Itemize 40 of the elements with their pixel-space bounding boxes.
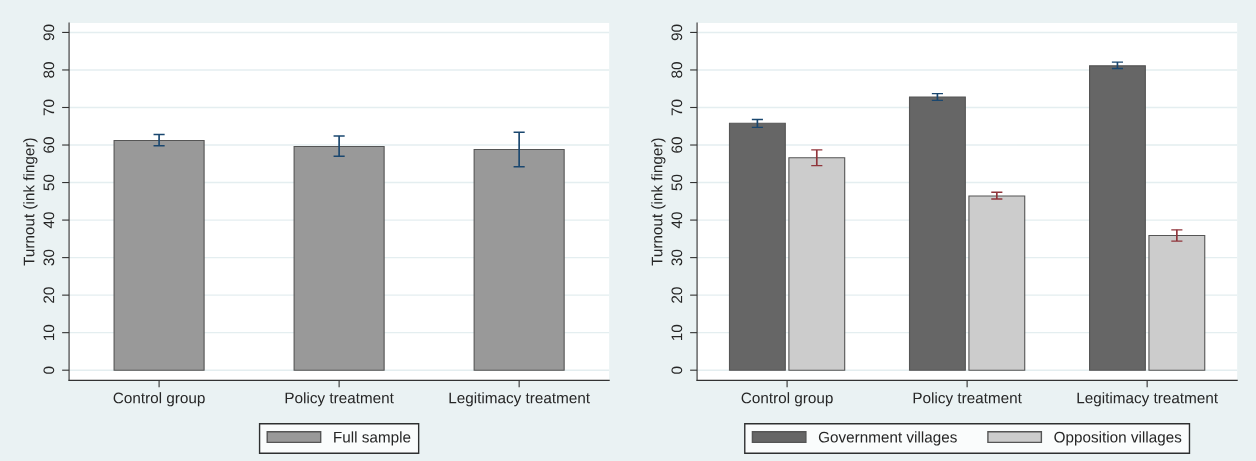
y-tick-label: 60 — [671, 137, 683, 153]
y-tick-label: 10 — [43, 324, 55, 340]
x-tick-label: Policy treatment — [913, 392, 1022, 407]
y-tick-label: 80 — [43, 62, 55, 78]
y-tick-label: 0 — [671, 366, 683, 374]
y-tick-label: 40 — [43, 212, 55, 229]
x-tick-label: Policy treatment — [285, 392, 394, 407]
bar — [968, 195, 1026, 371]
y-axis-title: Turnout (ink finger) — [651, 138, 666, 266]
y-tick-label: 30 — [43, 249, 55, 266]
y-tick-label: 50 — [43, 174, 55, 191]
bar — [908, 96, 966, 371]
legend-label: Opposition villages — [1054, 431, 1182, 446]
x-tick-label: Legitimacy treatment — [449, 392, 590, 407]
x-tick-label: Control group — [741, 392, 833, 407]
y-tick-label: 0 — [43, 366, 55, 374]
y-tick-label: 70 — [43, 99, 55, 116]
y-tick-label: 80 — [671, 62, 683, 78]
y-tick-label: 30 — [671, 249, 683, 266]
y-tick-label: 60 — [43, 137, 55, 153]
bar — [113, 139, 205, 371]
y-tick-label: 70 — [671, 99, 683, 116]
y-axis-title: Turnout (ink finger) — [23, 138, 38, 266]
bar — [1088, 65, 1146, 371]
y-tick-label: 20 — [671, 287, 683, 303]
y-tick-label: 90 — [43, 24, 55, 41]
bar — [293, 145, 385, 371]
y-tick-label: 10 — [671, 324, 683, 340]
legend-label: Full sample — [334, 431, 411, 446]
bar — [473, 148, 565, 371]
y-tick-label: 20 — [43, 287, 55, 303]
x-tick-label: Control group — [113, 392, 205, 407]
x-tick-label: Legitimacy treatment — [1077, 392, 1218, 407]
y-tick-label: 40 — [671, 212, 683, 229]
bar — [728, 122, 786, 371]
legend-label: Government villages — [818, 431, 957, 446]
bar — [788, 157, 846, 371]
y-tick-label: 50 — [671, 174, 683, 191]
bar — [1148, 234, 1206, 371]
y-tick-label: 90 — [671, 24, 683, 41]
